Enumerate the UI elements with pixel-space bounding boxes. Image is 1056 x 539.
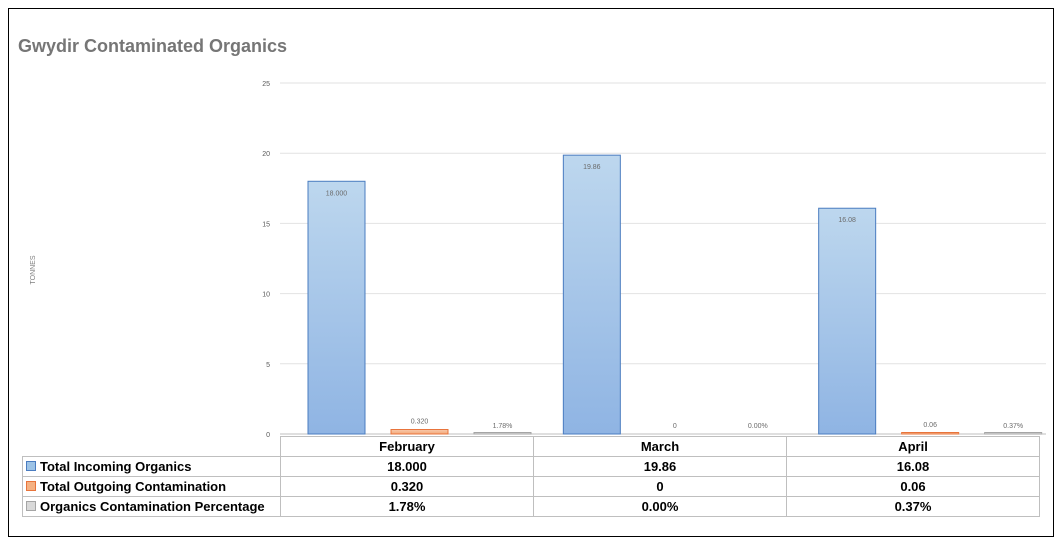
table-row: Total Incoming Organics 18.000 19.86 16.… xyxy=(22,456,1040,477)
bar-incoming-march xyxy=(562,154,621,435)
bar-percentage-february xyxy=(473,432,532,435)
bar-incoming-february xyxy=(307,180,366,435)
table-cell: 0.00% xyxy=(533,496,787,517)
data-labels: 18.000 0.320 1.78% 19.86 0 0.00% 16.08 0.06 0.37… xyxy=(326,164,1023,430)
y-tick-label: 0 xyxy=(266,432,270,439)
table-cell: 0.37% xyxy=(786,496,1040,517)
table-cell: 0 xyxy=(533,476,787,497)
table-corner xyxy=(23,437,281,457)
series-name: Total Outgoing Contamination xyxy=(40,479,227,494)
legend-swatch-incoming xyxy=(26,461,36,471)
y-tick-label: 5 xyxy=(266,362,270,369)
table-cell: 19.86 xyxy=(533,456,787,477)
table-cell: 1.78% xyxy=(280,496,534,517)
y-axis-ticks: 0 5 10 15 20 25 xyxy=(262,81,270,439)
chart-title: Gwydir Contaminated Organics xyxy=(18,36,288,56)
y-tick-label: 25 xyxy=(262,81,270,88)
y-tick-label: 10 xyxy=(262,292,270,299)
data-label: 0.320 xyxy=(411,419,429,426)
series-name: Organics Contamination Percentage xyxy=(40,499,265,514)
table-cell: 0.06 xyxy=(786,476,1040,497)
data-label: 0.06 xyxy=(923,422,937,429)
series-name: Total Incoming Organics xyxy=(40,459,192,474)
bar-outgoing-april xyxy=(901,432,960,435)
bar-incoming-april xyxy=(818,207,877,435)
column-header-february: February xyxy=(280,436,534,457)
column-header-march: March xyxy=(533,436,787,457)
table-row: Total Outgoing Contamination 0.320 0 0.0… xyxy=(22,476,1040,497)
table-cell: 0.320 xyxy=(280,476,534,497)
data-label: 0.37% xyxy=(1003,423,1023,430)
table-row: Organics Contamination Percentage 1.78% … xyxy=(22,496,1040,517)
data-label: 1.78% xyxy=(493,423,513,430)
legend-entry-percentage: Organics Contamination Percentage xyxy=(22,496,281,517)
data-label: 0 xyxy=(673,423,677,430)
y-tick-label: 20 xyxy=(262,151,270,158)
legend-swatch-percentage xyxy=(26,501,36,511)
data-label: 19.86 xyxy=(583,164,601,171)
table-cell: 16.08 xyxy=(786,456,1040,477)
data-label: 18.000 xyxy=(326,190,348,197)
bar-outgoing-february xyxy=(390,429,449,435)
gridlines xyxy=(280,82,1046,435)
table-header-row: February March April xyxy=(23,436,1040,457)
data-table: February March April Total Incoming Orga… xyxy=(22,436,1040,517)
bars xyxy=(307,154,1043,435)
legend-entry-incoming: Total Incoming Organics xyxy=(22,456,281,477)
legend-swatch-outgoing xyxy=(26,481,36,491)
y-tick-label: 15 xyxy=(262,221,270,228)
legend-entry-outgoing: Total Outgoing Contamination xyxy=(22,476,281,497)
data-label: 0.00% xyxy=(748,423,768,430)
column-header-april: April xyxy=(786,436,1040,457)
bar-percentage-april xyxy=(984,432,1043,435)
data-label: 16.08 xyxy=(838,217,856,224)
table-cell: 18.000 xyxy=(280,456,534,477)
